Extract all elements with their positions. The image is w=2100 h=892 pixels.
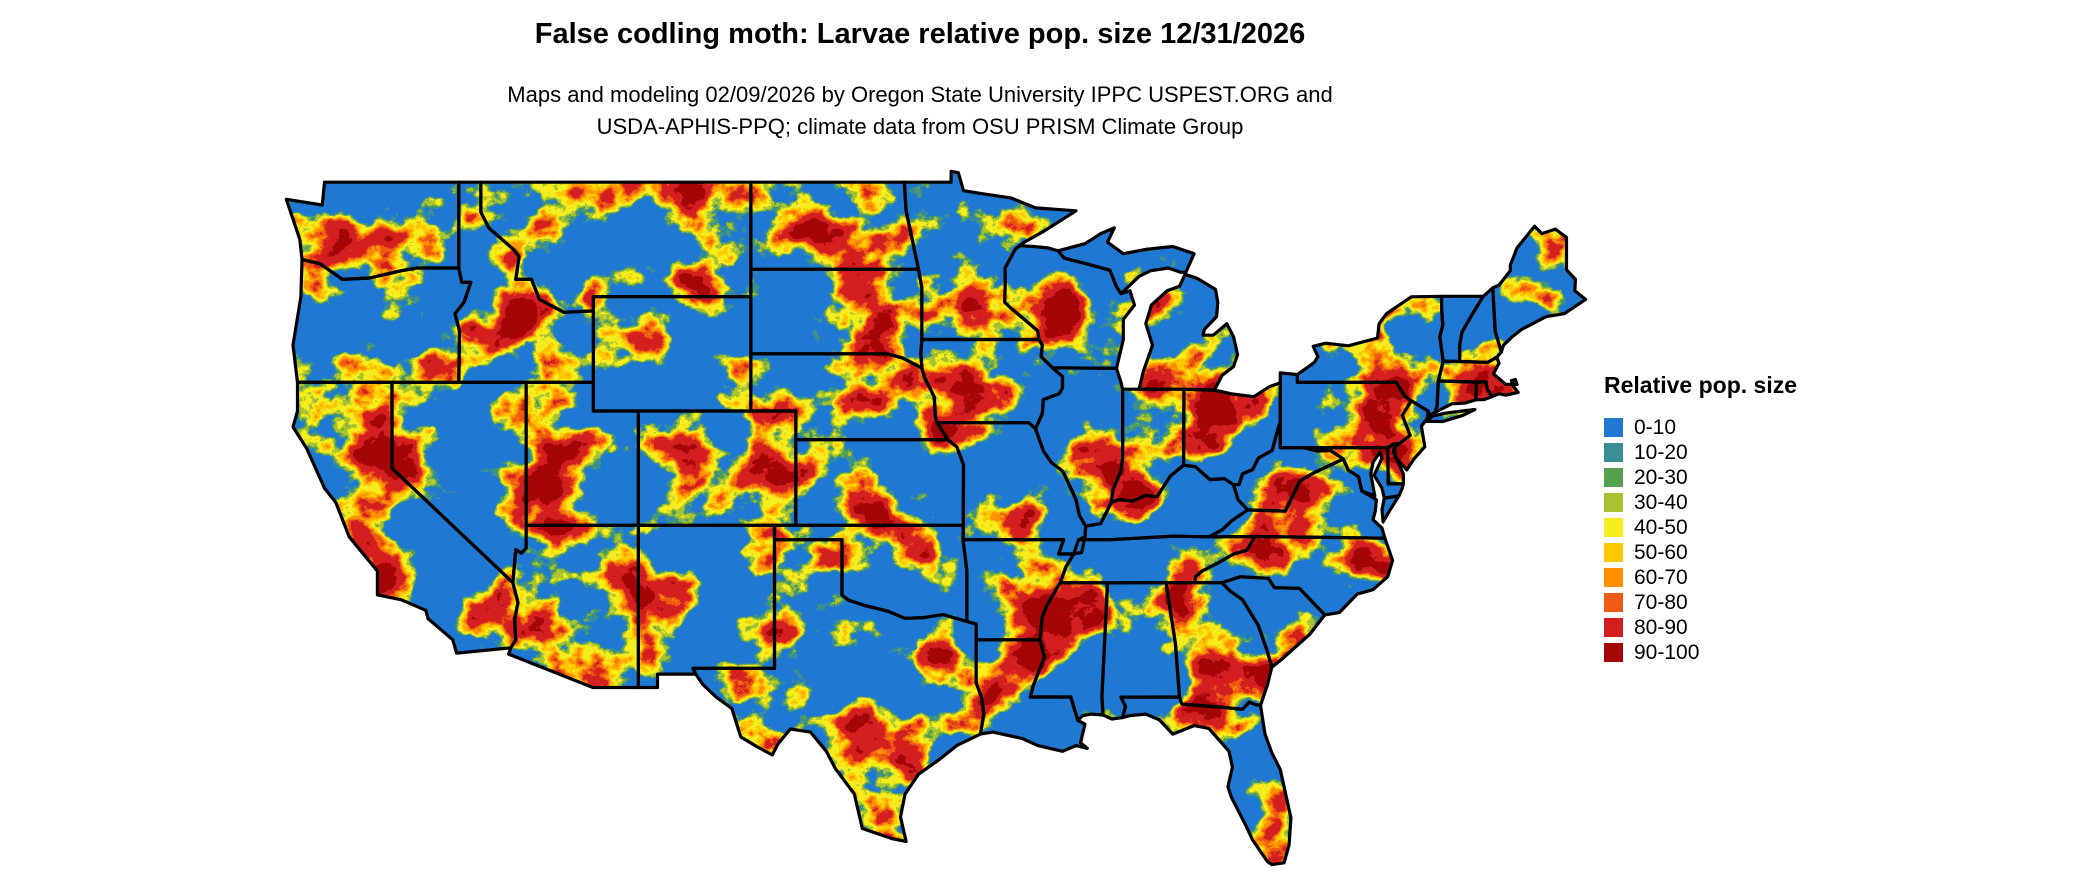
state-shape-fl [1121,697,1291,865]
legend-item: 0-10 [1604,415,1864,440]
legend-swatch [1604,618,1623,637]
state-shape-ma [1438,357,1519,397]
legend-item: 10-20 [1604,440,1864,465]
legend-label: 70-80 [1634,591,1688,614]
state-shape-me [1492,226,1586,352]
legend-item: 20-30 [1604,465,1864,490]
state-shape-ks [795,439,964,526]
state-shape-ga [1166,582,1272,710]
state-border-md [1302,446,1405,500]
state-shape-tx [693,539,984,842]
legend-item: 40-50 [1604,515,1864,540]
legend-item: 30-40 [1604,490,1864,515]
state-shape-wv [1233,421,1344,512]
state-shape-or [293,259,471,383]
legend-item: 90-100 [1604,640,1864,665]
state-shape-tn [1060,536,1255,583]
state-shape-ri [1475,381,1492,400]
legend-swatch [1604,593,1623,612]
state-shape-sc [1222,576,1325,668]
state-border-layer [284,169,1588,867]
legend-item: 50-60 [1604,540,1864,565]
legend-swatch [1604,518,1623,537]
state-shape-pa [1280,372,1412,448]
legend-swatch [1604,493,1623,512]
state-shape-ar [963,539,1074,640]
state-shape-ky [1078,465,1248,540]
state-shape-mi [1058,227,1238,391]
state-shape-va [1209,459,1399,539]
legend-swatch [1604,468,1623,487]
legend-item: 60-70 [1604,565,1864,590]
header: False codling moth: Larvae relative pop.… [0,18,1840,143]
legend-label: 40-50 [1634,516,1688,539]
state-shape-id [455,182,594,383]
state-shape-in [1111,389,1184,503]
state-shape-ms [1030,582,1108,721]
map-subtitle-line2: USDA-APHIS-PPQ; climate data from OSU PR… [596,114,1244,139]
state-shape-sd [750,269,922,369]
state-border-fl [1119,695,1293,867]
state-shape-co [638,411,796,526]
state-shape-ny [1297,296,1475,422]
state-shape-ca [293,382,518,654]
legend-title: Relative pop. size [1604,372,1798,398]
state-shape-la [976,639,1088,752]
legend-swatch [1604,643,1623,662]
state-shape-mo [937,422,1086,554]
legend-label: 0-10 [1634,416,1677,439]
legend-label: 20-30 [1634,466,1688,489]
legend-swatch [1604,418,1623,437]
legend-swatch [1604,568,1623,587]
state-shape-nd [750,182,919,270]
state-shape-wa [286,182,459,280]
legend-item: 80-90 [1604,615,1864,640]
state-shape-mn [904,171,1076,340]
state-shape-wi [1004,245,1135,369]
state-shape-nh [1459,288,1502,363]
state-border-nj [1391,399,1430,472]
state-shape-ut [526,382,639,526]
state-shape-al [1101,582,1180,719]
legend-label: 80-90 [1634,616,1688,639]
legend-label: 30-40 [1634,491,1688,514]
legend-item: 70-80 [1604,590,1864,615]
state-shape-nc [1194,536,1393,615]
state-border-tx [691,538,986,843]
state-border-mi [1056,226,1240,392]
legend-label: 50-60 [1634,541,1688,564]
state-border-me [1491,224,1588,354]
legend-label: 10-20 [1634,441,1688,464]
state-shape-mt [480,182,751,313]
page-title: False codling moth: Larvae relative pop.… [534,18,1306,50]
state-shape-il [1035,367,1123,527]
state-shape-wy [593,296,751,411]
state-fill-layer [286,171,1586,865]
state-border-sc [1220,575,1327,669]
state-shape-nv [392,382,527,583]
state-shape-az [508,525,639,688]
state-shape-ok [774,525,967,622]
state-shape-ct [1434,380,1477,413]
state-shape-ia [920,339,1063,429]
legend-label: 90-100 [1634,641,1700,664]
map-subtitle-line1: Maps and modeling 02/09/2026 by Oregon S… [507,82,1333,107]
legend: Relative pop. size 0-10 10-20 20-30 30-40 40… [1604,372,1864,665]
legend-swatch [1604,543,1623,562]
state-shape-de [1387,444,1404,484]
legend-label: 60-70 [1634,566,1688,589]
state-border-az [507,523,640,690]
legend-items: 0-10 10-20 20-30 30-40 40-50 50-60 60-70 70-80 8… [1604,415,1864,665]
legend-swatch [1604,443,1623,462]
state-shape-nm [638,525,775,688]
state-shape-ne [750,353,948,440]
